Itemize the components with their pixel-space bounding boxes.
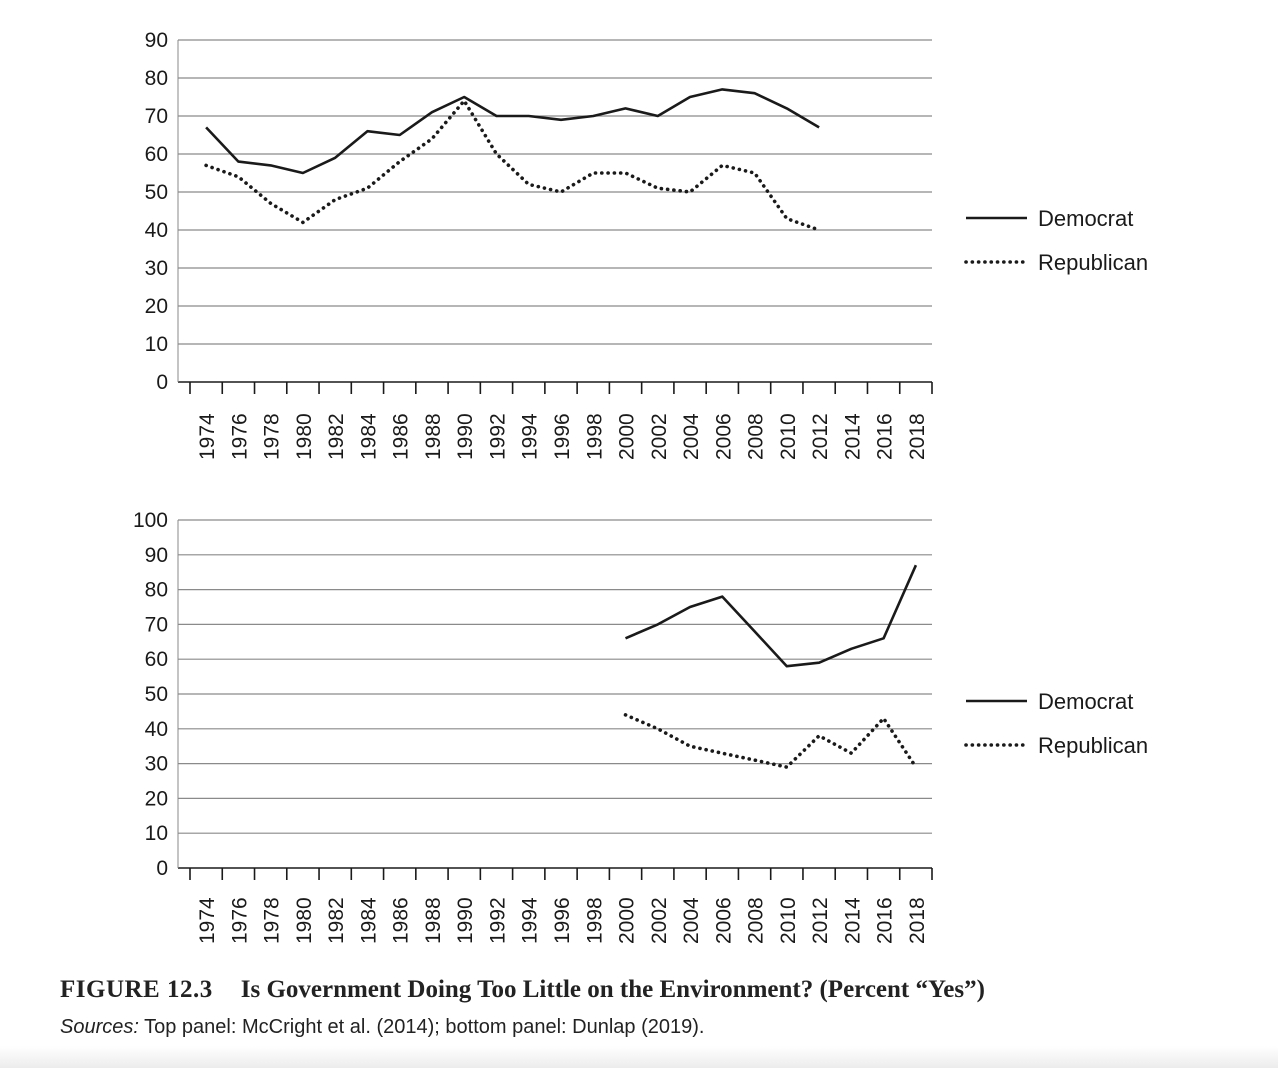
x-tick-label: 2000 <box>616 897 639 944</box>
x-tick-label: 2002 <box>648 413 671 460</box>
y-tick-label: 70 <box>145 105 168 128</box>
x-tick-label: 2010 <box>777 413 800 460</box>
y-tick-label: 10 <box>145 822 168 845</box>
x-tick-label: 1980 <box>293 897 316 944</box>
x-tick-label: 1994 <box>519 897 542 944</box>
figure-charts: 0 10 20 30 40 50 60 70 80 90 1974 1976 1978 1980 1982 1… <box>133 29 1148 944</box>
x-tick-label: 1976 <box>228 897 251 944</box>
sources-text: Top panel: McCright et al. (2014); botto… <box>138 1016 705 1038</box>
y-tick-label: 100 <box>133 509 168 532</box>
x-tick-label: 1978 <box>261 897 284 944</box>
legend-label-republican: Republican <box>1038 250 1148 275</box>
x-tick-label: 2010 <box>777 897 800 944</box>
x-tick-label: 2006 <box>712 413 735 460</box>
x-tick-label: 1988 <box>422 413 445 460</box>
y-tick-label: 80 <box>145 579 168 602</box>
bottom-panel-chart: 0 10 20 30 40 50 60 70 80 90 100 1974 1976 1978 1980 19… <box>133 509 1148 944</box>
y-tick-label: 0 <box>156 371 168 394</box>
y-tick-label: 20 <box>145 787 168 810</box>
x-tick-label: 2016 <box>874 413 897 460</box>
x-tick-label: 2004 <box>680 413 703 460</box>
y-tick-label: 40 <box>145 718 168 741</box>
x-tick-label: 2016 <box>874 897 897 944</box>
page-bottom-shadow <box>0 1046 1278 1068</box>
y-tick-label: 30 <box>145 753 168 776</box>
x-tick-label: 1994 <box>519 413 542 460</box>
top-panel-chart: 0 10 20 30 40 50 60 70 80 90 1974 1976 1978 1980 1982 1… <box>145 29 1148 460</box>
x-tick-label: 1980 <box>293 413 316 460</box>
x-tick-label: 1998 <box>583 413 606 460</box>
x-tick-label: 1986 <box>390 413 413 460</box>
x-tick-label: 1986 <box>390 897 413 944</box>
x-tick-label: 1982 <box>325 897 348 944</box>
x-tick-label: 2018 <box>906 897 929 944</box>
x-tick-label: 2012 <box>809 413 832 460</box>
x-tick-label: 1984 <box>357 897 380 944</box>
x-tick-label: 2014 <box>841 413 864 460</box>
x-tick-label: 1996 <box>551 897 574 944</box>
y-tick-label: 90 <box>145 29 168 52</box>
y-tick-label: 70 <box>145 613 168 636</box>
x-tick-label: 2006 <box>712 897 735 944</box>
x-tick-label: 2004 <box>680 897 703 944</box>
x-tick-label: 2008 <box>745 413 768 460</box>
legend-label-democrat: Democrat <box>1038 689 1133 714</box>
x-tick-label: 2008 <box>745 897 768 944</box>
x-tick-label: 1984 <box>357 413 380 460</box>
series-line-republican <box>623 713 918 769</box>
x-tick-label: 1996 <box>551 413 574 460</box>
y-tick-label: 0 <box>156 857 168 880</box>
y-tick-label: 90 <box>145 544 168 567</box>
sources-label: Sources: <box>60 1016 139 1038</box>
legend-label-republican: Republican <box>1038 733 1148 758</box>
figure-label: FIGURE 12.3 <box>60 976 213 1003</box>
x-tick-label: 1992 <box>486 897 509 944</box>
y-tick-label: 50 <box>145 181 168 204</box>
y-tick-label: 80 <box>145 67 168 90</box>
y-tick-label: 20 <box>145 295 168 318</box>
x-tick-label: 1974 <box>196 413 219 460</box>
y-tick-label: 10 <box>145 333 168 356</box>
x-tick-label: 2014 <box>841 897 864 944</box>
x-tick-label: 2018 <box>906 413 929 460</box>
series-line-democrat <box>205 88 820 175</box>
legend-label-democrat: Democrat <box>1038 206 1133 231</box>
x-tick-label: 1974 <box>196 897 219 944</box>
x-tick-label: 1982 <box>325 413 348 460</box>
figure-caption: FIGURE 12.3 Is Government Doing Too Littl… <box>60 976 985 1004</box>
figure-title: Is Government Doing Too Little on the En… <box>240 976 985 1003</box>
x-tick-label: 1990 <box>454 413 477 460</box>
series-line-democrat <box>624 564 918 668</box>
x-tick-label: 1988 <box>422 897 445 944</box>
y-tick-label: 30 <box>145 257 168 280</box>
x-tick-label: 1992 <box>486 413 509 460</box>
x-tick-label: 2002 <box>648 897 671 944</box>
figure-sources: Sources: Top panel: McCright et al. (201… <box>60 1016 704 1039</box>
x-tick-label: 2012 <box>809 897 832 944</box>
x-tick-label: 1976 <box>228 413 251 460</box>
x-tick-label: 2000 <box>616 413 639 460</box>
y-tick-label: 60 <box>145 143 168 166</box>
y-tick-label: 40 <box>145 219 168 242</box>
series-line-republican <box>204 99 821 232</box>
x-tick-label: 1998 <box>583 897 606 944</box>
y-tick-label: 60 <box>145 648 168 671</box>
x-tick-label: 1990 <box>454 897 477 944</box>
y-tick-label: 50 <box>145 683 168 706</box>
x-tick-label: 1978 <box>261 413 284 460</box>
